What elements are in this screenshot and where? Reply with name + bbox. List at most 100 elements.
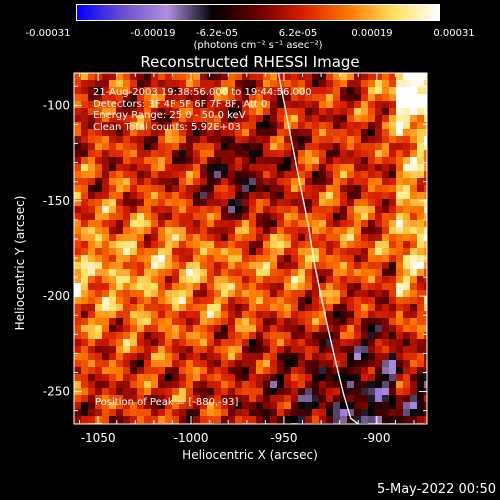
heatmap-cell bbox=[137, 178, 145, 186]
heatmap-cell bbox=[249, 136, 257, 144]
heatmap-cell bbox=[214, 283, 222, 291]
heatmap-cell bbox=[74, 206, 82, 214]
heatmap-cell bbox=[424, 353, 427, 361]
heatmap-cell bbox=[312, 339, 320, 347]
heatmap-cell bbox=[368, 262, 376, 270]
heatmap-cell bbox=[403, 192, 411, 200]
heatmap-cell bbox=[207, 150, 215, 158]
heatmap-cell bbox=[291, 150, 299, 158]
heatmap-cell bbox=[207, 129, 215, 137]
heatmap-cell bbox=[137, 255, 145, 263]
heatmap-cell bbox=[207, 297, 215, 305]
heatmap-cell bbox=[277, 416, 285, 424]
heatmap-cell bbox=[298, 185, 306, 193]
heatmap-cell bbox=[88, 388, 96, 396]
heatmap-cell bbox=[228, 143, 236, 151]
heatmap-cell bbox=[424, 290, 427, 298]
heatmap-cell bbox=[424, 402, 427, 410]
heatmap-cell bbox=[291, 129, 299, 137]
heatmap-cell bbox=[424, 220, 427, 228]
heatmap-cell bbox=[270, 129, 278, 137]
heatmap-cell bbox=[298, 129, 306, 137]
heatmap-cell bbox=[242, 346, 250, 354]
heatmap-cell bbox=[347, 206, 355, 214]
heatmap-cell bbox=[424, 276, 427, 284]
heatmap-cell bbox=[137, 129, 145, 137]
heatmap-cell bbox=[179, 409, 187, 417]
heatmap-cell bbox=[102, 318, 110, 326]
heatmap-cell bbox=[207, 80, 215, 88]
heatmap-cell bbox=[158, 108, 166, 116]
heatmap-cell bbox=[354, 283, 362, 291]
heatmap-cell bbox=[403, 353, 411, 361]
heatmap-cell bbox=[403, 185, 411, 193]
heatmap-cell bbox=[263, 311, 271, 319]
heatmap-cell bbox=[144, 73, 152, 81]
heatmap-cell bbox=[214, 339, 222, 347]
heatmap-cell bbox=[277, 402, 285, 410]
heatmap-cell bbox=[95, 290, 103, 298]
heatmap-cell bbox=[312, 171, 320, 179]
heatmap-cell bbox=[137, 346, 145, 354]
heatmap-cell bbox=[221, 325, 229, 333]
heatmap-cell bbox=[207, 115, 215, 123]
heatmap-cell bbox=[123, 115, 131, 123]
heatmap-cell bbox=[333, 346, 341, 354]
heatmap-cell bbox=[249, 367, 257, 375]
heatmap-cell bbox=[81, 304, 89, 312]
heatmap-cell bbox=[179, 171, 187, 179]
heatmap-cell bbox=[396, 206, 404, 214]
heatmap-cell bbox=[165, 395, 173, 403]
heatmap-cell bbox=[368, 367, 376, 375]
heatmap-cell bbox=[410, 311, 418, 319]
heatmap-cell bbox=[368, 178, 376, 186]
heatmap-cell bbox=[340, 255, 348, 263]
heatmap-cell bbox=[102, 136, 110, 144]
heatmap-cell bbox=[221, 388, 229, 396]
heatmap-cell bbox=[424, 248, 427, 256]
heatmap-cell bbox=[193, 101, 201, 109]
heatmap-cell bbox=[214, 94, 222, 102]
heatmap-cell bbox=[172, 73, 180, 81]
heatmap-cell bbox=[326, 367, 334, 375]
heatmap-cell bbox=[130, 192, 138, 200]
heatmap-cell bbox=[354, 101, 362, 109]
heatmap-cell bbox=[88, 94, 96, 102]
heatmap-cell bbox=[256, 136, 264, 144]
heatmap-cell bbox=[179, 164, 187, 172]
heatmap-cell bbox=[242, 255, 250, 263]
heatmap-cell bbox=[270, 416, 278, 424]
heatmap-cell bbox=[347, 367, 355, 375]
heatmap-cell bbox=[319, 136, 327, 144]
heatmap-cell bbox=[179, 241, 187, 249]
heatmap-cell bbox=[291, 241, 299, 249]
heatmap-cell bbox=[333, 129, 341, 137]
heatmap-cell bbox=[116, 339, 124, 347]
heatmap-cell bbox=[158, 80, 166, 88]
heatmap-cell bbox=[193, 199, 201, 207]
heatmap-cell bbox=[326, 73, 334, 81]
heatmap-cell bbox=[403, 416, 411, 424]
heatmap-cell bbox=[319, 150, 327, 158]
heatmap-cell bbox=[151, 94, 159, 102]
heatmap-cell bbox=[221, 283, 229, 291]
heatmap-cell bbox=[214, 101, 222, 109]
heatmap-cell bbox=[263, 87, 271, 95]
heatmap-cell bbox=[263, 416, 271, 424]
heatmap-cell bbox=[291, 87, 299, 95]
heatmap-cell bbox=[347, 234, 355, 242]
heatmap-cell bbox=[123, 255, 131, 263]
heatmap-cell bbox=[319, 248, 327, 256]
heatmap-cell bbox=[389, 220, 397, 228]
heatmap-cell bbox=[270, 395, 278, 403]
heatmap-cell bbox=[193, 346, 201, 354]
colorbar-tick-label: -6.2e-05 bbox=[196, 28, 238, 39]
heatmap-cell bbox=[137, 381, 145, 389]
heatmap-cell bbox=[347, 255, 355, 263]
heatmap-cell bbox=[284, 276, 292, 284]
heatmap-cell bbox=[256, 234, 264, 242]
heatmap-cell bbox=[389, 269, 397, 277]
heatmap-cell bbox=[235, 150, 243, 158]
heatmap-cell bbox=[249, 304, 257, 312]
heatmap-cell bbox=[207, 381, 215, 389]
